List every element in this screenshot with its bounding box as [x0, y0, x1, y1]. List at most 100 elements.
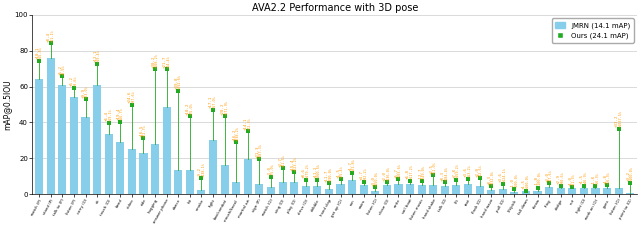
Text: +23.0%: +23.0%: [85, 85, 89, 98]
Bar: [70, 97, 78, 194]
Point: [440, 180, 450, 184]
Text: +10.2: +10.2: [186, 102, 190, 115]
Point: [266, 176, 276, 179]
Point: [57, 74, 67, 78]
Point: [347, 171, 357, 175]
Point: [69, 86, 79, 90]
Bar: [163, 106, 171, 194]
Bar: [197, 190, 205, 194]
Bar: [232, 182, 240, 194]
Bar: [568, 188, 577, 194]
Text: -56.3%: -56.3%: [595, 172, 599, 185]
Bar: [325, 189, 333, 194]
Bar: [337, 184, 344, 194]
Text: +159.2%: +159.2%: [456, 163, 460, 178]
Point: [104, 121, 114, 124]
Text: +56.3%: +56.3%: [607, 171, 611, 184]
Bar: [545, 187, 553, 194]
Text: -1.8: -1.8: [592, 175, 596, 185]
Text: -438.1%: -438.1%: [201, 162, 205, 177]
Bar: [151, 144, 159, 194]
Text: +1.7: +1.7: [348, 161, 353, 171]
Text: +1.0: +1.0: [568, 175, 573, 185]
Point: [115, 120, 125, 123]
Text: +44.4%: +44.4%: [166, 55, 170, 68]
Legend: JMRN (14.1 mAP), Ours (24.1 mAP): JMRN (14.1 mAP), Ours (24.1 mAP): [552, 18, 634, 43]
Point: [34, 59, 44, 62]
Bar: [301, 185, 310, 194]
Point: [185, 115, 195, 118]
Point: [335, 178, 346, 181]
Bar: [255, 184, 264, 194]
Text: +51.0%: +51.0%: [433, 161, 437, 173]
Text: +3.6: +3.6: [464, 167, 468, 177]
Bar: [429, 185, 437, 194]
Point: [567, 185, 577, 189]
Point: [417, 179, 427, 183]
Bar: [464, 184, 472, 194]
Text: +332.0%: +332.0%: [491, 170, 495, 185]
Point: [370, 185, 380, 189]
Text: +7.8: +7.8: [452, 168, 457, 178]
Bar: [116, 142, 124, 194]
Point: [45, 42, 56, 45]
Bar: [510, 192, 518, 194]
Text: +15.8%: +15.8%: [39, 47, 43, 59]
Text: +8.6: +8.6: [302, 168, 306, 178]
Bar: [81, 117, 90, 194]
Text: +8.4: +8.4: [47, 32, 51, 42]
Point: [579, 184, 589, 188]
Bar: [105, 134, 113, 194]
Text: +9.9: +9.9: [82, 88, 86, 98]
Text: +42.6%: +42.6%: [479, 164, 483, 177]
Text: -249.0%: -249.0%: [421, 165, 426, 180]
Text: +124.1%: +124.1%: [502, 168, 506, 183]
Point: [451, 178, 461, 182]
Text: +150.0%: +150.0%: [375, 171, 379, 185]
Bar: [278, 183, 287, 194]
Text: +57.0%: +57.0%: [212, 96, 217, 108]
Bar: [140, 153, 148, 194]
Text: +2.7: +2.7: [279, 157, 283, 167]
Bar: [186, 170, 194, 194]
Point: [138, 137, 148, 140]
Text: +14.1: +14.1: [244, 118, 248, 130]
Point: [381, 180, 392, 184]
Text: +2.0: +2.0: [545, 172, 549, 182]
Text: +90.6%: +90.6%: [561, 172, 564, 184]
Text: +100.0%: +100.0%: [630, 166, 634, 181]
Text: +10.1: +10.1: [35, 47, 40, 59]
Point: [208, 108, 218, 111]
Bar: [534, 191, 541, 194]
Bar: [314, 186, 321, 194]
Point: [625, 181, 636, 185]
Text: +19.1%: +19.1%: [108, 109, 113, 121]
Text: +72.7%: +72.7%: [143, 124, 147, 137]
Text: +16.2: +16.2: [232, 128, 236, 141]
Point: [127, 103, 137, 106]
Point: [301, 178, 311, 181]
Text: -100.0%: -100.0%: [538, 171, 541, 186]
Text: +1.5: +1.5: [522, 179, 526, 189]
Point: [324, 182, 334, 185]
Point: [521, 189, 531, 192]
Point: [161, 68, 172, 71]
Bar: [93, 85, 101, 194]
Text: +6.4: +6.4: [105, 111, 109, 121]
Text: +21.3: +21.3: [255, 145, 260, 158]
Text: -9.2: -9.2: [198, 167, 202, 177]
Text: +5.7: +5.7: [395, 168, 399, 178]
Text: +1.5: +1.5: [580, 174, 584, 184]
Bar: [452, 185, 460, 194]
Text: +25.4%: +25.4%: [340, 165, 344, 178]
Text: +24.6: +24.6: [128, 91, 132, 103]
Point: [602, 183, 612, 187]
Text: -100.0%: -100.0%: [514, 173, 518, 188]
Bar: [603, 188, 611, 194]
Text: +19.4%: +19.4%: [97, 49, 101, 62]
Point: [532, 186, 543, 190]
Bar: [441, 186, 449, 194]
Bar: [174, 170, 182, 194]
Text: -1.0: -1.0: [511, 178, 515, 188]
Text: +8.3: +8.3: [488, 175, 492, 185]
